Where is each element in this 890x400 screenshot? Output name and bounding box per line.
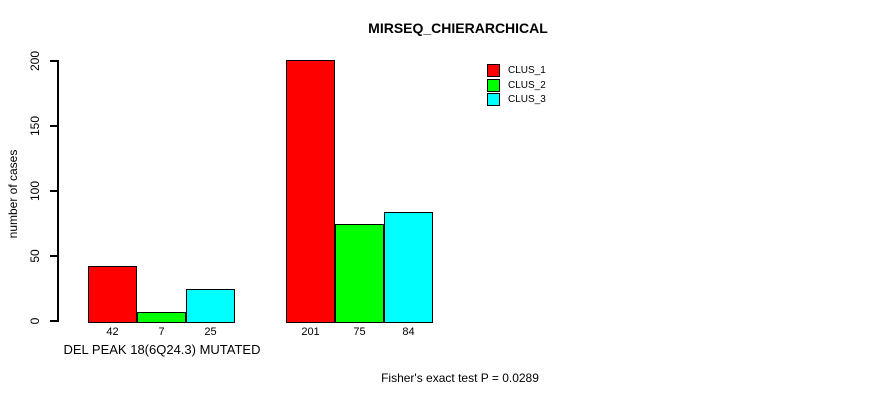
legend-label: CLUS_1: [508, 65, 546, 76]
legend-entry: CLUS_3: [487, 93, 546, 106]
y-tick-label: 200: [28, 50, 42, 72]
y-tick-label: 50: [28, 249, 42, 263]
y-tick-label: 150: [28, 115, 42, 137]
y-axis-label: number of cases: [6, 149, 20, 239]
bar-clus_1-group1: [88, 266, 137, 323]
y-tick: [50, 190, 58, 192]
y-tick: [50, 255, 58, 257]
y-tick: [50, 60, 58, 62]
y-tick: [50, 320, 58, 322]
bar-clus_1-group2: [286, 59, 335, 323]
bar-clus_3-group1: [186, 288, 235, 323]
legend-label: CLUS_2: [508, 79, 546, 91]
bar-clus_2-group1: [137, 311, 186, 323]
legend: CLUS_1 CLUS_2 CLUS_3: [487, 64, 546, 108]
legend-entry: CLUS_2: [487, 78, 546, 92]
fisher-test-annotation: Fisher's exact test P = 0.0289: [381, 371, 539, 385]
bar-value-label: 75: [353, 326, 366, 338]
x-axis-label: DEL PEAK 18(6Q24.3) MUTATED: [63, 342, 261, 357]
y-tick: [50, 125, 58, 127]
bar-value-label: 25: [204, 326, 217, 338]
bar-clus_2-group2: [335, 223, 384, 323]
bar-value-label: 7: [158, 326, 165, 338]
bar-value-label: 42: [106, 326, 119, 338]
legend-swatch-clus_3: [487, 93, 500, 106]
y-tick-label: 0: [28, 317, 42, 325]
legend-entry: CLUS_1: [487, 64, 546, 77]
chart-title: MIRSEQ_CHIERARCHICAL: [368, 20, 548, 36]
legend-label: CLUS_3: [508, 94, 546, 105]
y-axis-line: [57, 60, 59, 322]
bar-value-label: 201: [301, 326, 320, 338]
bar-clus_3-group2: [384, 211, 433, 323]
bar-value-label: 84: [402, 326, 415, 338]
y-tick-label: 100: [28, 180, 42, 202]
legend-swatch-clus_1: [487, 64, 500, 77]
legend-swatch-clus_2: [487, 78, 500, 92]
